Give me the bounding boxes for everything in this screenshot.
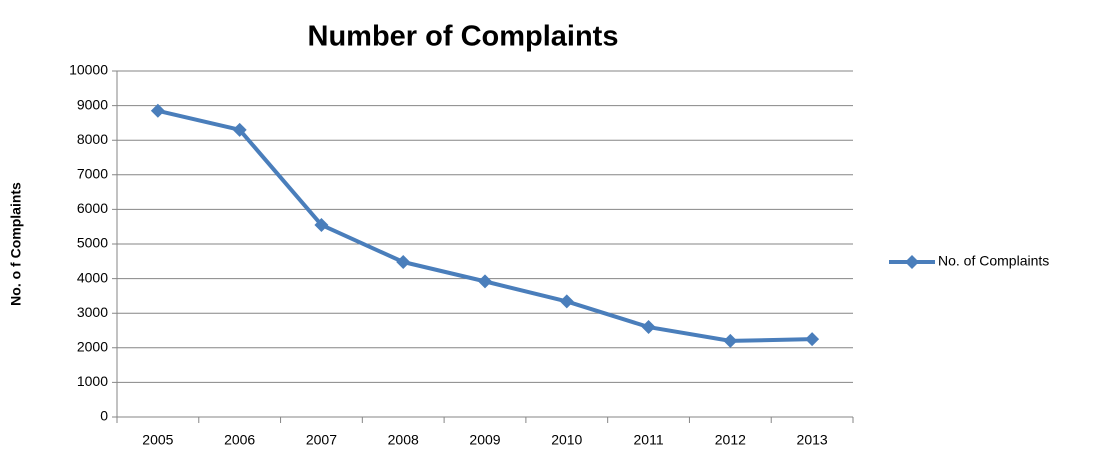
marker xyxy=(641,320,656,335)
marker xyxy=(805,332,820,347)
x-tick-label: 2006 xyxy=(224,432,255,448)
legend-label: No. of Complaints xyxy=(938,253,1049,269)
y-tick-label: 7000 xyxy=(77,166,108,182)
y-tick-label: 1000 xyxy=(77,373,108,389)
x-tick-label: 2005 xyxy=(142,432,173,448)
marker xyxy=(232,122,247,137)
y-tick-label: 0 xyxy=(100,408,108,424)
series-line xyxy=(157,108,813,343)
marker xyxy=(478,274,492,289)
y-tick-label: 10000 xyxy=(69,62,108,78)
y-axis-label: No. o f Complaints xyxy=(8,182,24,306)
y-tick-label: 5000 xyxy=(77,235,108,251)
y-tick-label: 8000 xyxy=(77,131,108,147)
x-tick-label: 2013 xyxy=(797,432,828,448)
x-tick-label: 2007 xyxy=(306,432,337,448)
y-tick-label: 6000 xyxy=(77,200,108,216)
x-tick-label: 2011 xyxy=(634,432,664,448)
y-tick-label: 9000 xyxy=(77,96,108,112)
marker xyxy=(723,333,738,348)
x-tick-label: 2010 xyxy=(551,432,582,448)
marker xyxy=(314,217,329,232)
y-tick-label: 3000 xyxy=(77,304,108,320)
x-tick-label: 2009 xyxy=(469,432,500,448)
y-tick-label: 4000 xyxy=(77,269,108,285)
y-tick-label: 2000 xyxy=(77,339,108,355)
marker xyxy=(396,254,411,269)
chart-title: Number of Complaints xyxy=(308,21,619,53)
x-tick-label: 2008 xyxy=(388,432,419,448)
marker xyxy=(150,103,165,118)
x-tick-label: 2012 xyxy=(715,432,746,448)
legend-marker xyxy=(905,255,919,269)
marker xyxy=(559,294,574,309)
